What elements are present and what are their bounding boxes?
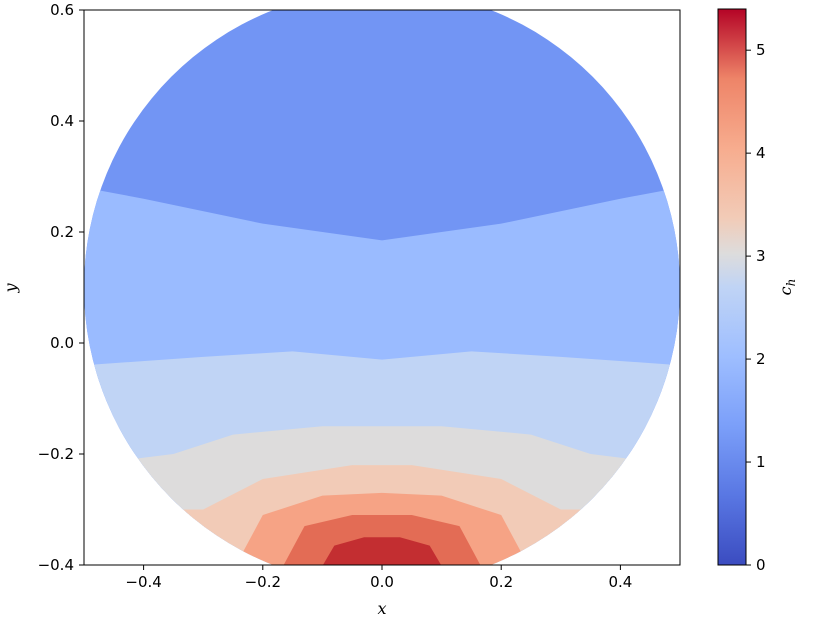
colorbar-tick-label: 2 [756, 350, 766, 368]
colorbar-label-sub: h [784, 279, 798, 287]
x-tick-label: 0.4 [608, 573, 632, 591]
y-tick-label: 0.0 [50, 334, 74, 352]
y-tick-label: 0.2 [50, 223, 74, 241]
y-axis-label: y [1, 283, 20, 294]
x-tick-label: 0.0 [370, 573, 394, 591]
colorbar-tick-label: 4 [756, 144, 766, 162]
contour-fill [84, 10, 680, 565]
colorbar-label-main: c [776, 286, 795, 295]
colorbar [717, 8, 747, 566]
x-axis-label: x [377, 599, 386, 618]
colorbar-label: ch [776, 279, 798, 296]
y-tick-label: −0.2 [38, 445, 74, 463]
colorbar-axis: 0 1 2 3 4 5 [746, 41, 766, 574]
y-tick-label: −0.4 [38, 556, 74, 574]
x-axis: −0.4 −0.2 0.0 0.2 0.4 [125, 565, 632, 591]
x-tick-label: 0.2 [489, 573, 513, 591]
y-axis: −0.4 −0.2 0.0 0.2 0.4 0.6 [38, 1, 84, 574]
colorbar-tick-label: 1 [756, 453, 766, 471]
contour-band-4.8 [84, 537, 680, 565]
colorbar-tick-label: 0 [756, 556, 766, 574]
colorbar-tick-label: 5 [756, 41, 766, 59]
x-tick-label: −0.4 [125, 573, 161, 591]
y-tick-label: 0.4 [50, 112, 74, 130]
colorbar-tick-label: 3 [756, 247, 766, 265]
x-tick-label: −0.2 [245, 573, 281, 591]
y-tick-label: 0.6 [50, 1, 74, 19]
